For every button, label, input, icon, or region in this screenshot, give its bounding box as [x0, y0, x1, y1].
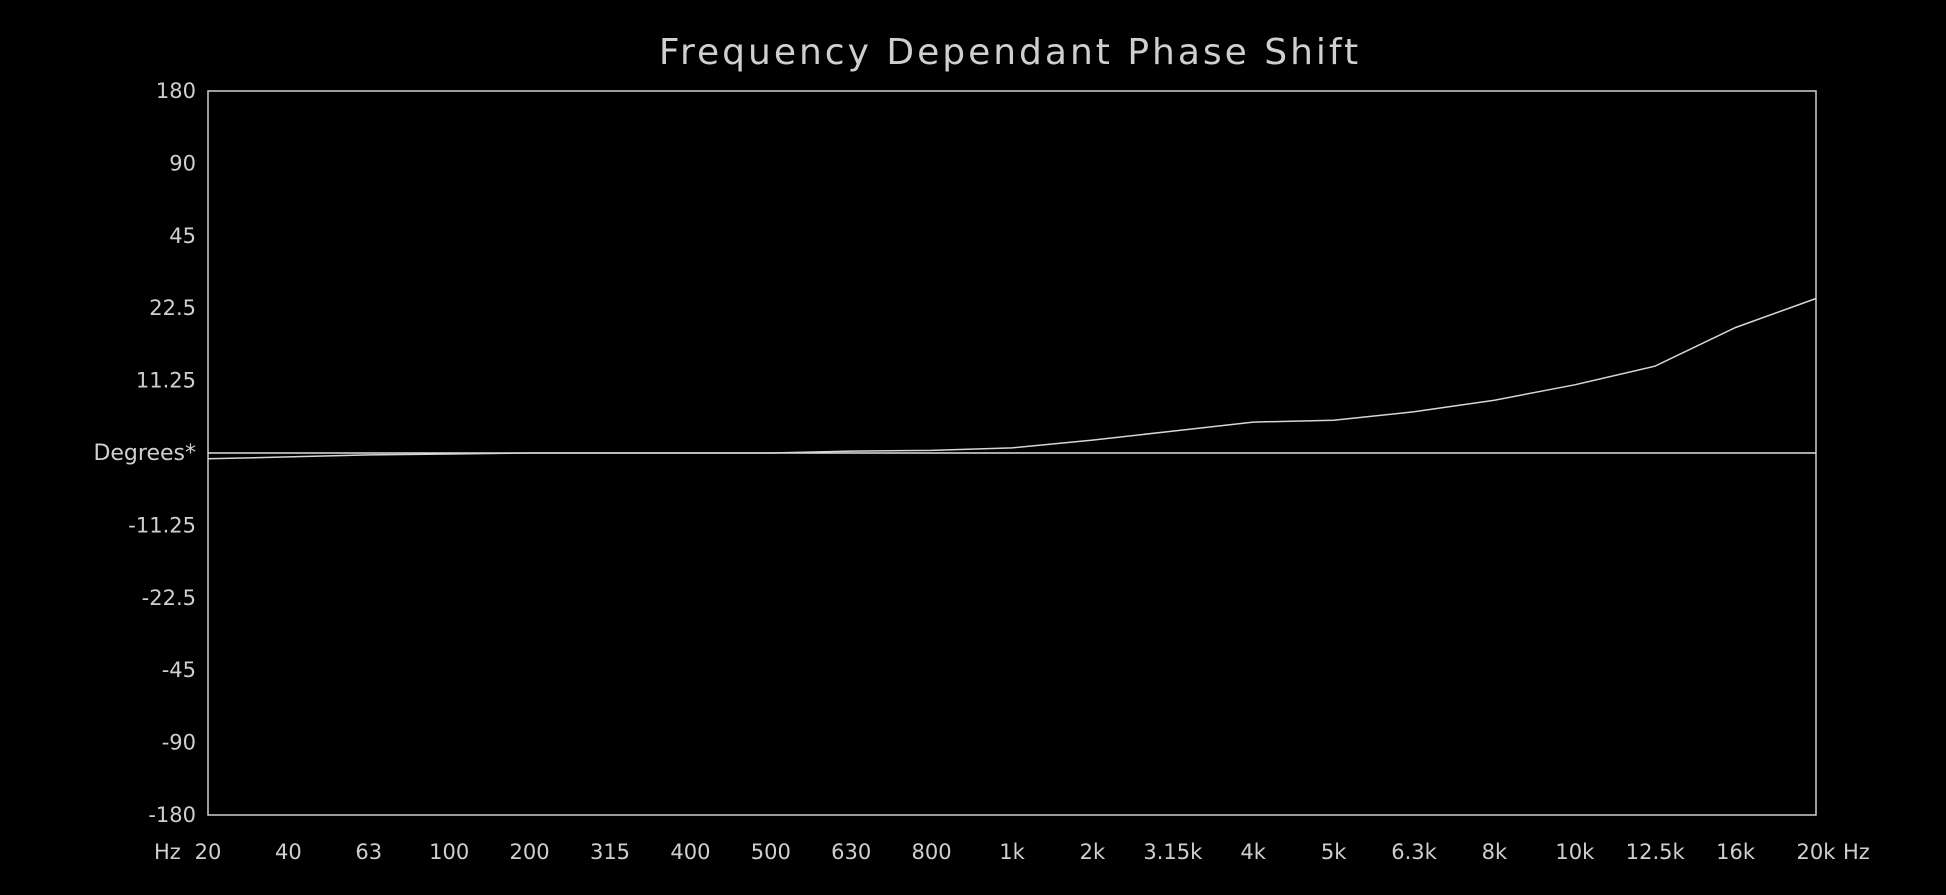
x-tick-label: 5k: [1321, 840, 1347, 864]
y-tick-label: 11.25: [136, 369, 196, 393]
phase-shift-line: [207, 297, 1817, 460]
y-tick-label: -90: [162, 731, 196, 755]
x-tick-labels: 20 40 63 100 200 315 400 500 630 800 1k 2k 3.15k 4k 5k…: [195, 840, 1837, 864]
x-tick-label: 10k: [1555, 840, 1595, 864]
x-tick-label: 2k: [1080, 840, 1106, 864]
y-tick-label: -22.5: [142, 586, 196, 610]
x-tick-label: 630: [831, 840, 871, 864]
x-tick-label: 12.5k: [1626, 840, 1686, 864]
x-tick-label: 1k: [999, 840, 1025, 864]
x-tick-label: 20: [195, 840, 222, 864]
x-tick-label: 100: [429, 840, 469, 864]
x-tick-label: 4k: [1240, 840, 1266, 864]
x-tick-label: 3.15k: [1143, 840, 1203, 864]
y-tick-label: 180: [156, 79, 196, 103]
x-tick-label: 6.3k: [1391, 840, 1437, 864]
y-axis-label: Degrees*: [93, 441, 196, 466]
x-tick-label: 16k: [1716, 840, 1756, 864]
x-tick-label: 400: [670, 840, 710, 864]
x-unit-right-label: Hz: [1843, 840, 1870, 864]
y-tick-label: -180: [148, 803, 196, 827]
x-tick-label: 315: [590, 840, 630, 864]
x-tick-label: 500: [751, 840, 791, 864]
x-unit-left-label: Hz: [154, 840, 181, 864]
x-tick-label: 800: [912, 840, 952, 864]
y-tick-label: 22.5: [149, 296, 196, 320]
y-tick-label: -45: [162, 658, 196, 682]
y-tick-label: 45: [169, 224, 196, 248]
y-tick-labels: 180 90 45 22.5 11.25 Degrees* -11.25 -22.5 -45 -9…: [93, 79, 196, 827]
x-tick-label: 40: [275, 840, 302, 864]
x-tick-label: 20k: [1797, 840, 1837, 864]
x-tick-label: 8k: [1482, 840, 1508, 864]
y-tick-label: -11.25: [128, 513, 196, 537]
x-tick-label: 200: [510, 840, 550, 864]
chart-title: Frequency Dependant Phase Shift: [659, 32, 1361, 73]
y-tick-label: 90: [169, 151, 196, 175]
x-tick-label: 63: [355, 840, 382, 864]
